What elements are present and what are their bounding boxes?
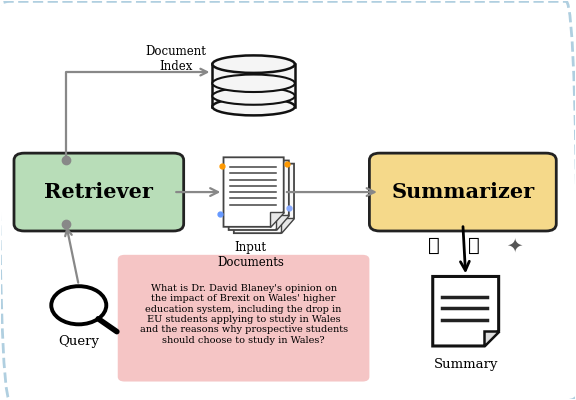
Polygon shape [433,276,499,346]
Text: Query: Query [58,335,99,348]
Text: Input
Documents: Input Documents [217,240,284,268]
Ellipse shape [213,87,295,105]
Text: What is Dr. David Blaney's opinion on
the impact of Brexit on Wales' higher
educ: What is Dr. David Blaney's opinion on th… [139,284,348,345]
Ellipse shape [213,98,295,115]
Text: Document
Index: Document Index [146,45,207,73]
Polygon shape [484,331,499,346]
Text: Retriever: Retriever [44,182,153,202]
Text: Summarizer: Summarizer [391,182,535,202]
FancyBboxPatch shape [369,153,556,231]
Circle shape [51,286,107,324]
FancyBboxPatch shape [14,153,184,231]
Text: 🧔: 🧔 [429,236,440,255]
Polygon shape [276,215,289,230]
Polygon shape [223,157,284,227]
Text: ✦: ✦ [506,236,522,255]
Text: Summary: Summary [434,358,498,371]
Polygon shape [281,218,294,233]
FancyBboxPatch shape [213,64,295,107]
Ellipse shape [213,74,295,92]
FancyBboxPatch shape [118,255,369,382]
Polygon shape [234,164,294,233]
Text: 🦙: 🦙 [468,236,480,255]
Polygon shape [229,160,289,230]
Ellipse shape [213,56,295,73]
Polygon shape [271,212,284,227]
